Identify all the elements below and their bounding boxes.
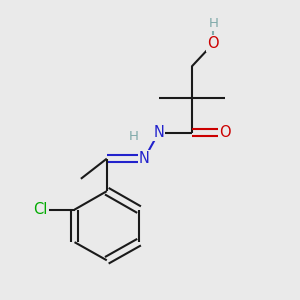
Text: Cl: Cl	[33, 202, 48, 217]
Text: O: O	[208, 36, 219, 51]
Text: H: H	[208, 17, 218, 30]
Text: N: N	[139, 151, 150, 166]
Text: O: O	[219, 125, 231, 140]
Text: H: H	[128, 130, 138, 143]
Text: N: N	[153, 125, 164, 140]
